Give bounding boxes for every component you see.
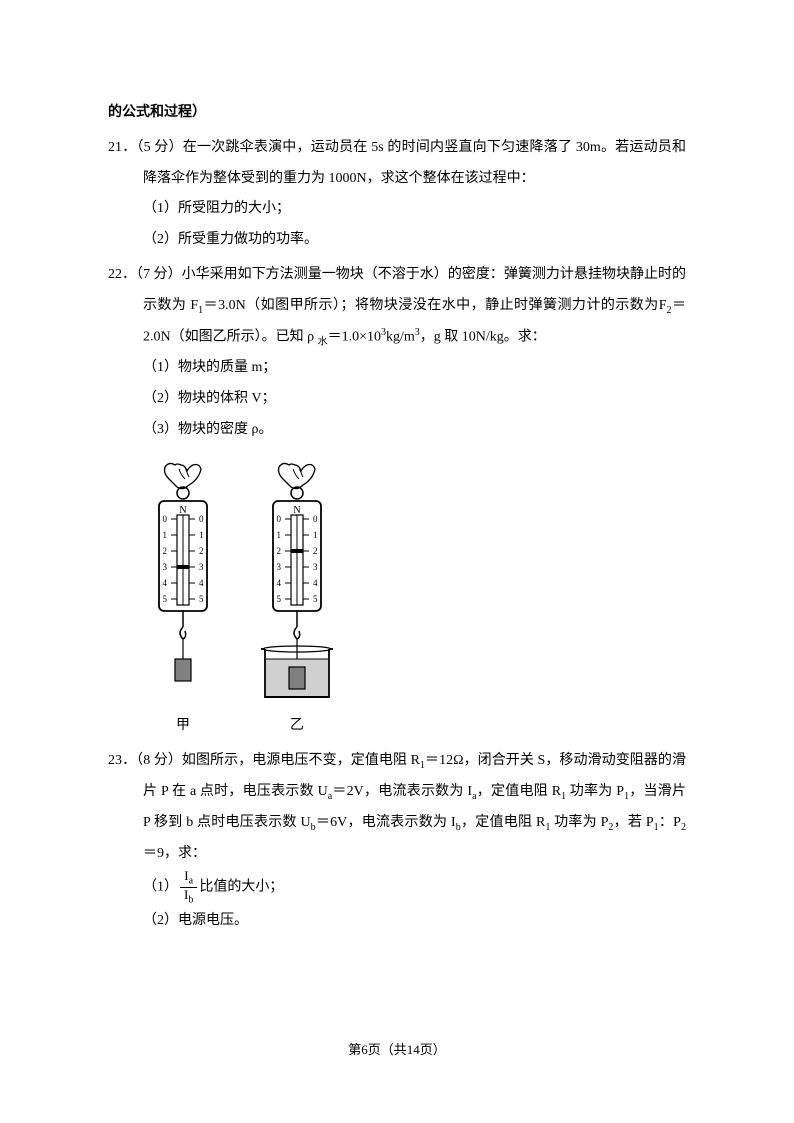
q23-sub1: （1）IaIb比值的大小；	[108, 869, 686, 906]
section-header: 的公式和过程）	[108, 98, 686, 129]
svg-text:4: 4	[163, 578, 168, 588]
q23-tg: ＝6V，电流表示数为 I	[316, 815, 456, 830]
svg-text:4: 4	[313, 578, 318, 588]
svg-text:0: 0	[199, 514, 204, 524]
svg-text:1: 1	[199, 530, 204, 540]
question-22: 22．（7 分）小华采用如下方法测量一物块（不溶于水）的密度：弹簧测力计悬挂物块…	[108, 260, 686, 742]
q23-tc: ＝2V，电流表示数为 I	[332, 784, 472, 799]
q22-num: 22．	[108, 267, 136, 282]
frac-num-sub: a	[189, 876, 193, 887]
q23-sub1-pre: （1）	[143, 880, 178, 895]
svg-text:3: 3	[277, 562, 282, 572]
q23-sub1-post: 比值的大小；	[199, 880, 283, 895]
q23-tj: ，若 P	[613, 815, 653, 830]
svg-text:1: 1	[313, 530, 318, 540]
frac-num: Ia	[180, 869, 197, 888]
question-23: 23．（8 分）如图所示，电源电压不变，定值电阻 R1＝12Ω，闭合开关 S，移…	[108, 746, 686, 937]
q22-text-b: ＝3.0N（如图甲所示）；将物块浸没在水中，静止时弹簧测力计的示数为F	[203, 298, 666, 313]
q22-text-f: ，g 取 10N/kg。求：	[420, 329, 546, 344]
svg-text:2: 2	[313, 546, 318, 556]
q22-text-d: ＝1.0×10	[328, 329, 381, 344]
q23-te: 功率为 P	[566, 784, 624, 799]
q21-main: 21．（5 分）在一次跳伞表演中，运动员在 5s 的时间内竖直向下匀速降落了 3…	[108, 133, 686, 195]
q23-points: （8 分）	[136, 753, 182, 768]
sub-p2b: 2	[681, 822, 686, 833]
q23-tl: ＝9，求：	[143, 846, 206, 861]
svg-text:0: 0	[313, 514, 318, 524]
fraction-ia-ib: IaIb	[180, 869, 197, 905]
q22-text-e: kg/m	[386, 329, 415, 344]
q22-sub1: （1）物块的质量 m；	[108, 353, 686, 384]
q22-main: 22．（7 分）小华采用如下方法测量一物块（不溶于水）的密度：弹簧测力计悬挂物块…	[108, 260, 686, 353]
scales-figure: N 0 0 1 1 2 2 3 3 4 4 5 5	[108, 457, 686, 742]
svg-text:3: 3	[313, 562, 318, 572]
svg-text:N: N	[293, 505, 300, 516]
svg-text:3: 3	[199, 562, 204, 572]
svg-text:1: 1	[163, 530, 168, 540]
frac-den-sub: b	[188, 895, 193, 906]
frac-den: Ib	[180, 888, 197, 906]
svg-text:2: 2	[163, 546, 168, 556]
svg-text:3: 3	[163, 562, 168, 572]
svg-text:5: 5	[163, 594, 168, 604]
q22-sub2: （2）物块的体积 V；	[108, 384, 686, 415]
q23-num: 23．	[108, 753, 136, 768]
question-21: 21．（5 分）在一次跳伞表演中，运动员在 5s 的时间内竖直向下匀速降落了 3…	[108, 133, 686, 256]
svg-text:2: 2	[199, 546, 204, 556]
sub-water: 水	[318, 336, 328, 347]
q22-points: （7 分）	[136, 267, 182, 282]
scale-yi: N 0 0 1 1 2 2 3 3 4 4 5 5	[247, 457, 347, 742]
q23-ti: 功率为 P	[550, 815, 608, 830]
svg-text:4: 4	[277, 578, 282, 588]
q23-main: 23．（8 分）如图所示，电源电压不变，定值电阻 R1＝12Ω，闭合开关 S，移…	[108, 746, 686, 869]
q23-ta: 如图所示，电源电压不变，定值电阻 R	[182, 753, 420, 768]
q22-sub3: （3）物块的密度 ρ。	[108, 415, 686, 446]
q21-sub1: （1）所受阻力的大小；	[108, 194, 686, 225]
q21-points: （5 分）	[136, 140, 182, 155]
q23-sub2: （2）电源电压。	[108, 906, 686, 937]
q23-th: ，定值电阻 R	[461, 815, 546, 830]
svg-text:0: 0	[277, 514, 282, 524]
q23-td: ，定值电阻 R	[477, 784, 562, 799]
svg-text:5: 5	[199, 594, 204, 604]
svg-text:5: 5	[277, 594, 282, 604]
label-jia: 甲	[176, 711, 190, 742]
svg-text:4: 4	[199, 578, 204, 588]
label-yi: 乙	[290, 711, 304, 742]
page-footer: 第6页（共14页）	[0, 1036, 794, 1065]
q21-num: 21．	[108, 140, 136, 155]
scale-jia-svg: N 0 0 1 1 2 2 3 3 4 4 5 5	[143, 457, 223, 707]
q21-sub2: （2）所受重力做功的功率。	[108, 225, 686, 256]
scale-yi-svg: N 0 0 1 1 2 2 3 3 4 4 5 5	[247, 457, 347, 707]
q23-tk: ：P	[659, 815, 681, 830]
svg-text:1: 1	[277, 530, 282, 540]
svg-text:0: 0	[163, 514, 168, 524]
svg-text:2: 2	[277, 546, 282, 556]
q21-text: 在一次跳伞表演中，运动员在 5s 的时间内竖直向下匀速降落了 30m。若运动员和…	[143, 140, 686, 186]
scale-jia: N 0 0 1 1 2 2 3 3 4 4 5 5	[143, 457, 223, 742]
svg-text:5: 5	[313, 594, 318, 604]
n-label: N	[179, 505, 186, 516]
